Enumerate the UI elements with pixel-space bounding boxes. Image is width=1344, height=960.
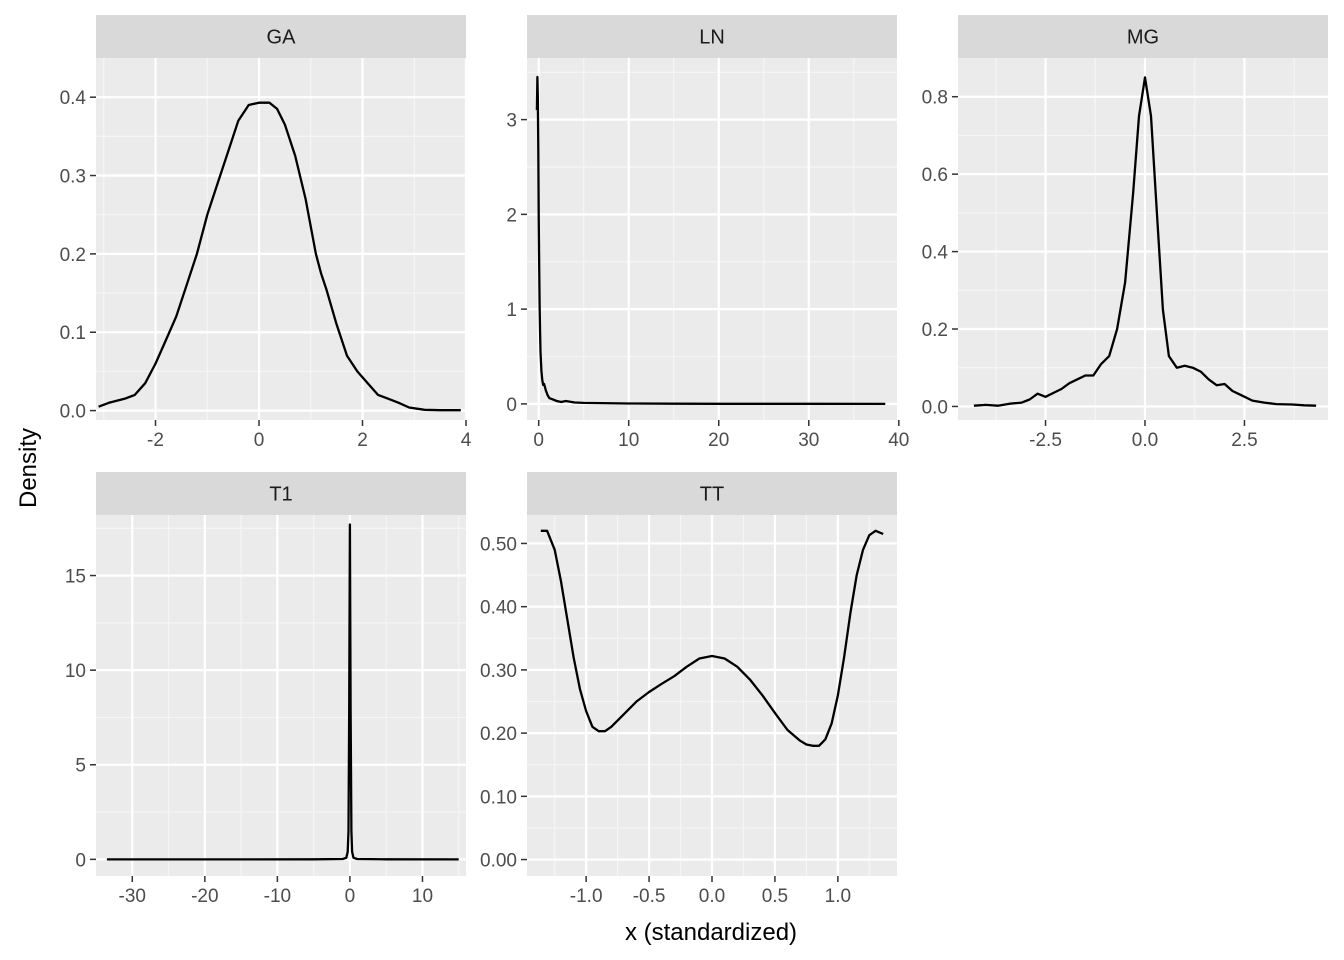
x-tick-label: -1.0: [570, 886, 603, 907]
y-tick-label: 2: [506, 205, 517, 226]
y-tick-label: 0.1: [60, 323, 86, 344]
y-tick-label: 0.4: [60, 88, 87, 109]
strip-background: [96, 472, 466, 515]
x-tick-label: 0.0: [699, 886, 725, 907]
y-tick-label: 0.2: [922, 320, 948, 341]
density-line: [540, 529, 884, 747]
y-tick-label: 0.8: [922, 88, 948, 109]
density-line: [106, 523, 459, 861]
facet-panel-t1: T1 -30 -20 -10 0 10 0 5 10 15: [65, 472, 466, 907]
x-tick-label: 4: [461, 430, 472, 451]
y-tick-label: 0.3: [60, 167, 86, 188]
y-tick-label: 0.6: [922, 165, 948, 186]
y-axis-title: Density: [15, 428, 42, 508]
strip-background: [96, 15, 466, 58]
x-tick-label: -2.5: [1029, 430, 1062, 451]
y-tick-label: 0.0: [922, 397, 948, 418]
y-tick-label: 0.30: [480, 661, 517, 682]
x-tick-label: -0.5: [633, 886, 666, 907]
gridlines: [958, 58, 1328, 420]
x-tick-label: -10: [264, 886, 291, 907]
x-tick-label: 10: [412, 886, 433, 907]
y-tick-label: 0.2: [60, 245, 86, 266]
x-tick-label: 0.0: [1132, 430, 1158, 451]
x-tick-label: 0: [254, 430, 265, 451]
panel-background: [96, 515, 466, 876]
x-tick-label: -2: [147, 430, 164, 451]
y-tick-label: 0.10: [480, 787, 517, 808]
density-line: [98, 101, 461, 412]
gridlines: [96, 58, 466, 420]
y-tick-label: 0.40: [480, 598, 517, 619]
x-tick-label: 0.5: [762, 886, 788, 907]
y-tick-label: 0.0: [60, 402, 86, 423]
y-tick-label: 15: [65, 567, 86, 588]
strip-background: [958, 15, 1328, 58]
facet-panel-tt: TT -1.0 -0.5 0.0 0.5 1.0 0.00 0.10 0.20 0.30 0.40 0…: [480, 472, 897, 907]
y-tick-label: 3: [506, 111, 517, 132]
x-tick-label: 2: [357, 430, 368, 451]
y-tick-label: 10: [65, 661, 86, 682]
strip-background: [527, 472, 897, 515]
panel-background: [527, 58, 897, 420]
panel-background: [958, 58, 1328, 420]
density-line: [973, 76, 1317, 407]
y-tick-label: 0.20: [480, 724, 517, 745]
panel-background: [96, 58, 466, 420]
x-axis-title: x (standardized): [625, 919, 797, 946]
x-tick-label: 0: [533, 430, 544, 451]
y-tick-label: 0.4: [922, 243, 949, 264]
x-tick-label: 1.0: [825, 886, 851, 907]
y-tick-label: 1: [506, 300, 517, 321]
strip-label: GA: [267, 27, 297, 49]
x-tick-label: 0: [345, 886, 356, 907]
strip-label: T1: [269, 484, 292, 506]
y-tick-label: 0.00: [480, 851, 517, 872]
strip-label: TT: [700, 484, 724, 506]
x-tick-label: 30: [798, 430, 819, 451]
x-tick-label: 40: [888, 430, 909, 451]
y-tick-label: 0: [75, 850, 86, 871]
facet-panel-ga: GA -2 0 2 4 0.0 0.1 0.2 0.3 0.4: [60, 15, 472, 451]
strip-label: MG: [1127, 27, 1159, 49]
y-tick-label: 5: [75, 756, 86, 777]
facet-panel-mg: MG -2.5 0.0 2.5 0.0 0.2 0.4 0.6 0.8: [922, 15, 1328, 451]
x-tick-label: 10: [618, 430, 639, 451]
strip-label: LN: [699, 27, 725, 49]
x-tick-label: -30: [119, 886, 146, 907]
x-tick-label: 2.5: [1231, 430, 1257, 451]
facet-panel-ln: LN 0 10 20 30 40 0 1 2 3: [506, 15, 909, 451]
density-line: [535, 75, 886, 406]
y-tick-label: 0.50: [480, 534, 517, 555]
x-tick-label: -20: [191, 886, 218, 907]
x-tick-label: 20: [708, 430, 729, 451]
strip-background: [527, 15, 897, 58]
y-tick-label: 0: [506, 395, 517, 416]
